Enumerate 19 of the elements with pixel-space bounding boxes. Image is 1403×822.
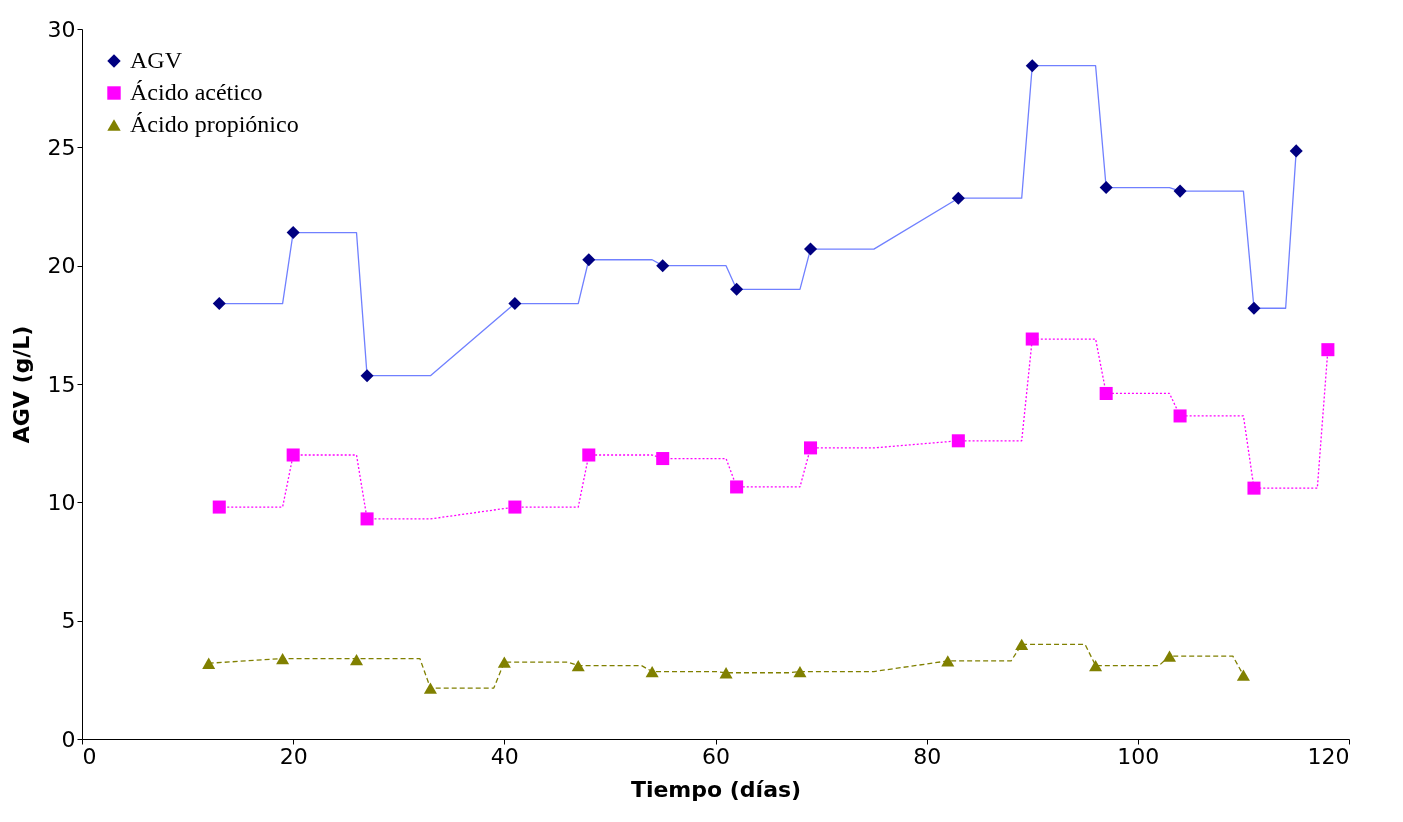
- x-tick-label: 80: [913, 743, 942, 769]
- y-tick-label: 25: [47, 134, 76, 160]
- y-axis-title: AGV (g/L): [8, 325, 34, 444]
- y-tick-label: 5: [61, 608, 76, 634]
- legend-label: Ácido acético: [130, 79, 263, 105]
- x-tick-label: 20: [279, 743, 308, 769]
- y-tick-label: 10: [47, 489, 76, 515]
- x-tick-label: 100: [1117, 743, 1160, 769]
- y-tick-label: 30: [47, 16, 76, 42]
- x-tick-label: 40: [490, 743, 519, 769]
- x-tick-label: 0: [82, 743, 97, 769]
- y-tick-label: 0: [61, 726, 76, 752]
- y-tick-label: 15: [47, 371, 76, 397]
- y-tick-label: 20: [47, 253, 76, 279]
- x-tick-label: 120: [1307, 743, 1350, 769]
- x-tick-label: 60: [702, 743, 730, 769]
- legend-label: Ácido propiónico: [130, 111, 299, 137]
- x-axis-title: Tiempo (días): [630, 776, 802, 802]
- legend-label: AGV: [130, 47, 183, 73]
